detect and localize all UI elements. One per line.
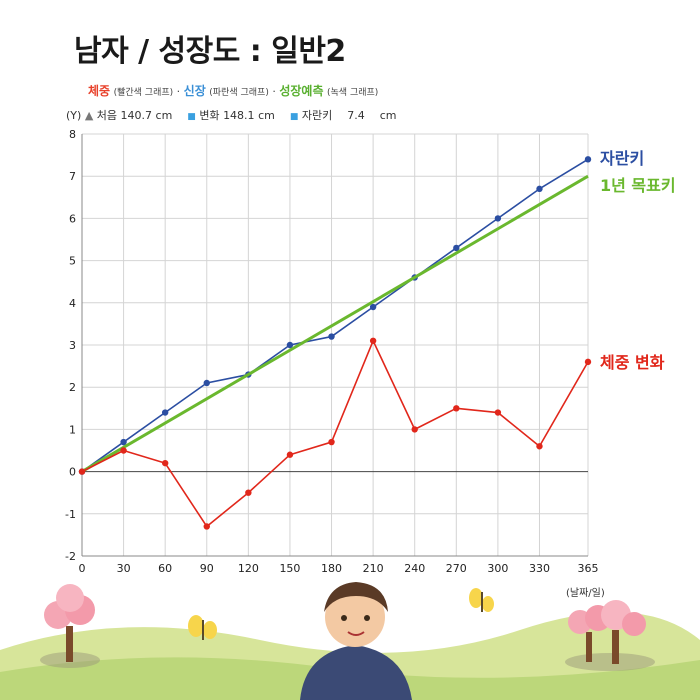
x-tick-label: 240 [404,562,425,575]
legend-height-note: (파란색 그래프) [209,88,269,98]
legend-separator: · [272,85,276,98]
x-axis-unit-label: (날짜/일) [566,588,605,599]
y-tick-label: 3 [69,339,76,352]
x-tick-label: 120 [238,562,259,575]
change-unit: cm [258,109,275,122]
tree-right-icon [565,600,655,671]
start-unit: cm [155,109,173,122]
series-line-2 [81,339,589,528]
y-tick-label: -1 [65,508,76,521]
x-tick-label: 270 [446,562,467,575]
data-point [120,447,127,454]
data-point [120,438,127,446]
boy-illustration [300,582,412,700]
page-title: 남자 / 성장도 : 일반2 [74,34,346,69]
data-point [328,438,335,446]
y-tick-label: 7 [69,170,76,183]
data-point [369,337,377,344]
start-label: 처음 [96,109,118,122]
legend-forecast-name: 성장예측 [279,84,324,98]
data-point [453,244,460,252]
y-tick-label: 6 [69,212,76,225]
legend-forecast-note: (녹색 그래프) [327,88,379,98]
y-unit-label: (Y) [66,109,82,122]
data-point [536,443,543,450]
growth-unit: cm [379,109,397,122]
data-point [161,409,169,416]
legend-height-name: 신장 [183,84,206,98]
x-tick-label: 0 [79,562,86,575]
series-line-1 [81,174,589,473]
data-point [494,409,502,416]
series-label-weight: 체중 변화 [600,353,665,372]
data-point [245,489,252,496]
y-tick-label: 2 [69,381,76,394]
butterfly-icon [188,615,217,640]
x-tick-label: 365 [578,562,599,575]
y-tick-label: 5 [69,255,76,268]
x-tick-label: 180 [321,562,342,575]
data-point [584,156,592,163]
growth-label: 자란키 [301,109,333,122]
growth-value: 7.4 [347,109,365,122]
bullet-icon: ■ [289,112,299,122]
data-point [411,426,418,433]
x-tick-label: 30 [117,562,131,575]
data-point [536,185,543,193]
data-point [161,459,169,467]
legend-separator: · [176,85,181,98]
y-tick-label: -2 [65,550,76,563]
x-tick-label: 60 [158,562,172,575]
legend-line: 체중 (빨간색 그래프) · 신장 (파란색 그래프) · 성장예측 (녹색 그… [88,82,378,99]
y-tick-label: 8 [69,128,76,141]
y-tick-label: 0 [69,466,76,479]
butterfly-icon [469,588,494,612]
start-value: 140.7 [120,109,153,122]
tree-left-icon [40,584,100,668]
y-tick-label: 1 [69,423,76,436]
info-line: (Y) ▲ 처음 140.7 cm ■ 변화 148.1 cm ■ 자란키 7.… [66,107,396,123]
x-tick-label: 150 [279,562,300,575]
bullet-icon: ■ [187,112,196,122]
x-tick-label: 330 [529,562,550,575]
data-point [286,451,294,458]
series-label-target: 1년 목표키 [600,176,676,195]
x-tick-label: 90 [200,562,214,575]
x-tick-label: 210 [363,562,384,575]
data-point [584,358,592,366]
change-value: 148.1 [223,109,255,122]
legend-weight-name: 체중 [88,84,111,98]
y-tick-label: 4 [69,297,76,310]
series-label-growth: 자란키 [600,149,645,168]
data-point [328,333,335,340]
data-point [453,405,460,412]
data-point [203,523,210,530]
plot-area: -2 -1 0 1 2 3 4 5 6 7 8 0 30 60 90 120 150 180 210 240 270 30… [65,128,598,575]
up-arrow-icon: ▲ [84,109,94,122]
change-label: 변화 [199,109,220,122]
legend-weight-note: (빨간색 그래프) [113,88,174,98]
data-point [286,341,294,349]
data-point [369,303,377,311]
data-point [78,468,86,475]
data-point [203,379,210,387]
data-point [494,215,502,222]
x-tick-label: 300 [487,562,508,575]
